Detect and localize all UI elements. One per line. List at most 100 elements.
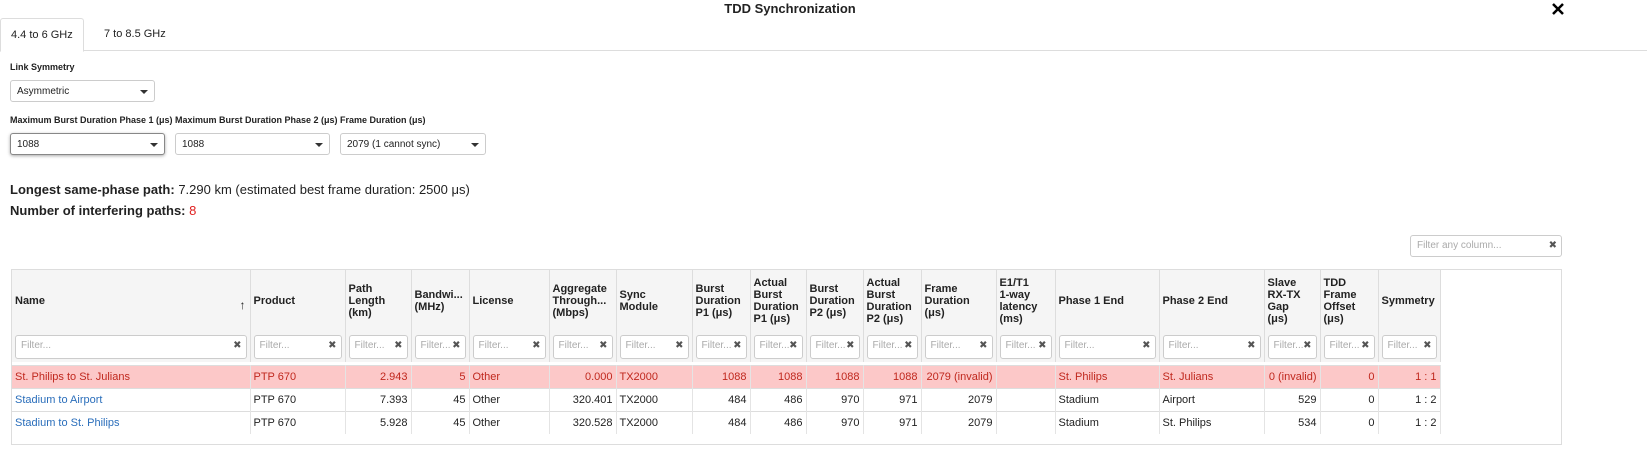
column-header[interactable]: Product [250, 270, 346, 332]
column-header[interactable]: Bandwi... (MHz) [411, 270, 470, 332]
select[interactable]: 2079 (1 cannot sync) [340, 133, 486, 155]
column-header[interactable]: Actual Burst Duration P2 (μs) [863, 270, 922, 332]
link-cell[interactable]: Stadium to Airport [12, 387, 251, 411]
placeholder: Filter... [872, 340, 903, 351]
summary-label: Number of interfering paths: [10, 203, 186, 218]
column-header[interactable]: Actual Burst Duration P1 (μs) [750, 270, 807, 332]
filter-input[interactable]: Filter... [1058, 335, 1156, 359]
close-button[interactable] [1552, 3, 1564, 15]
column-header[interactable]: Aggregate Through... (Mbps) [549, 270, 617, 332]
tab[interactable]: 7 to 8.5 GHz [104, 28, 166, 40]
filter-input[interactable]: Filter... [695, 335, 747, 359]
filter-input[interactable]: Filter... [414, 335, 466, 359]
cell: 320.401 [549, 387, 617, 411]
placeholder: Filter... [625, 340, 656, 351]
column-label: Actual Burst Duration P1 (μs) [753, 277, 799, 325]
cell: Airport [1159, 387, 1265, 411]
filter-input[interactable]: Filter... [924, 335, 993, 359]
cell: 970 [806, 410, 864, 434]
filter-input[interactable]: Filter... [348, 335, 408, 359]
filter-cell: Filter... [250, 332, 346, 362]
column-label: License [472, 295, 514, 307]
clear-icon[interactable]: ✖ [1548, 240, 1557, 251]
column-header[interactable]: Phase 2 End [1159, 270, 1265, 332]
table-row[interactable]: Stadium to Airport PTP 670 7.393 45 Other 320… [12, 387, 1441, 411]
link-cell[interactable]: Stadium to St. Philips [12, 410, 251, 434]
filter-input[interactable]: Filter... [999, 335, 1052, 359]
filter-input[interactable]: Filter... [253, 335, 342, 359]
filter-input[interactable]: Filter... [753, 335, 803, 359]
cell: St. Julians [1159, 364, 1265, 388]
filter-input[interactable]: Filter... [866, 335, 918, 359]
column-header[interactable]: Name ↑ [12, 270, 251, 332]
table-row[interactable]: St. Philips to St. Julians PTP 670 2.943 5 O… [12, 364, 1441, 388]
column-header[interactable]: Burst Duration P1 (μs) [692, 270, 751, 332]
placeholder: Filter... [478, 340, 509, 351]
cell: 5 [411, 364, 470, 388]
column-header[interactable]: Slave RX-TX Gap (μs) [1264, 270, 1321, 332]
column-label: TDD Frame Offset (μs) [1323, 277, 1357, 325]
column-label: Path Length (km) [348, 283, 386, 319]
link-cell[interactable]: St. Philips to St. Julians [12, 364, 251, 388]
filter-input[interactable]: Filter... [809, 335, 860, 359]
filter-cell: Filter... [12, 332, 251, 362]
column-header[interactable]: Burst Duration P2 (μs) [806, 270, 864, 332]
select[interactable]: Asymmetric [10, 80, 155, 102]
column-label: E1/T1 1-way latency (ms) [999, 277, 1038, 325]
column-header[interactable]: TDD Frame Offset (μs) [1320, 270, 1379, 332]
column-header[interactable]: Phase 1 End [1055, 270, 1160, 332]
cell: 484 [692, 410, 751, 434]
filter-input[interactable]: Filter... [1162, 335, 1261, 359]
select[interactable]: 1088 [175, 133, 330, 155]
data-table: Name ↑ Product Path Length (km) Bandwi... (M… [12, 270, 1441, 434]
cell: 534 [1264, 410, 1321, 434]
tab[interactable]: 4.4 to 6 GHz [0, 18, 84, 52]
filter-cell: Filter... [345, 332, 412, 362]
field-label: Link Symmetry [10, 62, 75, 72]
select[interactable]: 1088 [10, 133, 165, 155]
cell: 0 [1320, 410, 1379, 434]
filter-input[interactable]: Filter... [619, 335, 689, 359]
filter-cell: Filter... [921, 332, 997, 362]
cell: 2079 (invalid) [921, 364, 997, 388]
cell: 1088 [750, 364, 807, 388]
filter-input[interactable]: Filter... [1267, 335, 1317, 359]
column-label: Actual Burst Duration P2 (μs) [866, 277, 912, 325]
filter-cell: Filter... [616, 332, 693, 362]
tab-bar: 4.4 to 6 GHz 7 to 8.5 GHz [0, 18, 1647, 52]
cell: 0 (invalid) [1264, 364, 1321, 388]
placeholder: Filter... [759, 340, 790, 351]
filter-input[interactable]: Filter... [1323, 335, 1375, 359]
table-row[interactable]: Stadium to St. Philips PTP 670 5.928 45 Othe… [12, 410, 1441, 434]
cell: Stadium [1055, 410, 1160, 434]
cell: 0 [1320, 387, 1379, 411]
placeholder: Filter... [1064, 340, 1095, 351]
cell: 45 [411, 387, 470, 411]
filter-input[interactable]: Filter... [472, 335, 546, 359]
summary-line: Longest same-phase path: 7.290 km (estim… [10, 182, 470, 197]
filter-cell: Filter... [411, 332, 470, 362]
column-header[interactable]: Path Length (km) [345, 270, 412, 332]
filter-any[interactable]: Filter any column... ✖ [1410, 235, 1562, 257]
filter-row: Filter... Filter... Filter... Filter... Filt… [12, 332, 1441, 362]
column-header[interactable]: Symmetry [1378, 270, 1441, 332]
column-header[interactable]: E1/T1 1-way latency (ms) [996, 270, 1056, 332]
cell: 1 : 2 [1378, 387, 1441, 411]
column-header[interactable]: Sync Module [616, 270, 693, 332]
cell: TX2000 [616, 410, 693, 434]
filter-input[interactable]: Filter... [552, 335, 613, 359]
filter-input[interactable]: Filter... [1381, 335, 1437, 359]
table-container: Name ↑ Product Path Length (km) Bandwi... (M… [11, 269, 1562, 445]
filter-cell: Filter... [750, 332, 807, 362]
column-header[interactable]: Frame Duration (μs) [921, 270, 997, 332]
cell: 1088 [863, 364, 922, 388]
filter-cell: Filter... [1055, 332, 1160, 362]
cell: 486 [750, 387, 807, 411]
cell: 484 [692, 387, 751, 411]
column-header[interactable]: License [469, 270, 550, 332]
filter-input[interactable]: Filter... [15, 335, 247, 359]
column-label: Burst Duration P2 (μs) [809, 283, 855, 319]
summary-text: 7.290 km (estimated best frame duration:… [178, 182, 470, 197]
placeholder: Filter... [930, 340, 961, 351]
